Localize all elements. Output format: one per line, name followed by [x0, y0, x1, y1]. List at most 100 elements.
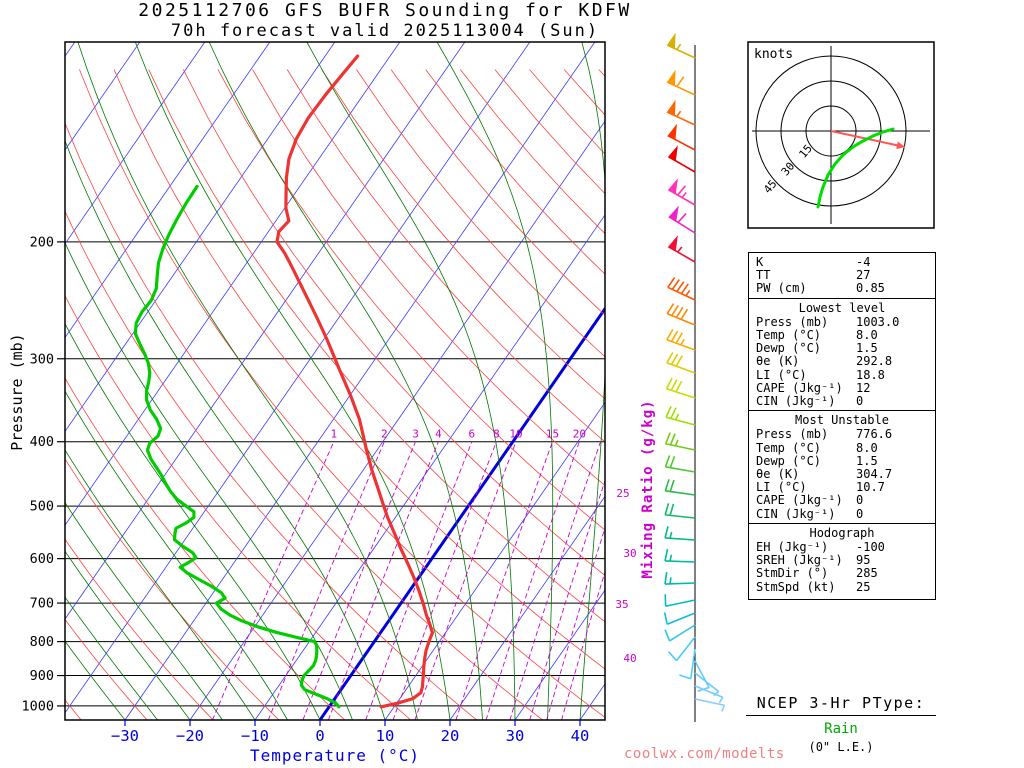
wind-barb: [665, 406, 696, 426]
svg-text:8: 8: [493, 428, 500, 441]
wind-barb: [664, 594, 696, 608]
mixing-ratio-value-labels: 1 2 3 4 6 8 10 15 20 25 30 35 40: [331, 428, 637, 665]
table-section: Most Unstable Press (mb) 776.6 Temp (°C) 8.0…: [749, 410, 935, 523]
table-row: PW (cm) 0.85: [749, 282, 935, 295]
svg-text:6: 6: [469, 428, 476, 441]
svg-text:400: 400: [30, 434, 54, 450]
table-section: Hodograph EH (Jkg⁻¹) -100 SREH (Jkg⁻¹) 95 Stm…: [749, 522, 935, 596]
wind-barb: [667, 235, 696, 263]
svg-text:30: 30: [623, 547, 636, 560]
ptype-amount: (0" L.E.): [808, 740, 874, 754]
table-row: SREH (Jkg⁻¹) 95: [749, 554, 935, 567]
svg-text:800: 800: [30, 634, 54, 650]
wind-barb: [679, 648, 696, 680]
table-row-label: Dewp (°C): [756, 453, 822, 468]
table-row-value: 0: [856, 506, 864, 521]
wind-barb: [664, 549, 696, 563]
svg-text:300: 300: [30, 351, 54, 367]
svg-text:0: 0: [315, 727, 324, 745]
svg-text:200: 200: [30, 234, 54, 250]
table-row-label: PW (cm): [756, 281, 807, 296]
chart-title: 2025112706 GFS BUFR Sounding for KDFW 70…: [65, 0, 705, 41]
table-row: Dewp (°C) 1.5: [749, 342, 935, 355]
svg-text:1: 1: [331, 428, 338, 441]
wind-barb: [666, 351, 696, 374]
table-row-label: CIN (Jkg⁻¹): [756, 506, 836, 521]
table-row-value: 1003.0: [856, 314, 900, 329]
wind-barb: [666, 69, 696, 96]
table-row: Press (mb) 776.6: [749, 428, 935, 441]
svg-text:900: 900: [30, 668, 54, 684]
watermark-text: coolwx.com/modelts: [624, 746, 785, 762]
table-section-header: Hodograph: [809, 525, 875, 540]
table-row-label: CAPE (Jkg⁻¹): [756, 380, 843, 395]
wind-barb: [667, 277, 696, 301]
stability-indices-table: K -4 TT 27 PW (cm) 0.85 Lowest level Press (mb)…: [748, 252, 936, 600]
table-row: Dewp (°C) 1.5: [749, 453, 935, 468]
svg-text:1000: 1000: [21, 698, 54, 714]
table-row-label: Press (mb): [756, 427, 829, 442]
table-row: Temp (°C) 8.0: [749, 328, 935, 343]
table-row: CIN (Jkg⁻¹) 0: [749, 394, 935, 409]
wind-barb: [694, 672, 720, 697]
hodograph-ring-label: 30: [779, 160, 797, 179]
svg-text:2: 2: [381, 428, 388, 441]
svg-text:40: 40: [623, 652, 636, 665]
svg-text:30: 30: [506, 727, 525, 745]
svg-text:4: 4: [435, 428, 442, 441]
table-row-label: StmDir (°): [756, 566, 829, 581]
wind-barb: [667, 636, 696, 662]
table-row-label: θe (K): [756, 354, 800, 369]
table-row-label: θe (K): [756, 467, 800, 482]
svg-text:15: 15: [546, 428, 559, 441]
table-row-label: Temp (°C): [756, 440, 822, 455]
table-row-value: 285: [856, 566, 878, 581]
svg-text:500: 500: [30, 499, 54, 515]
table-row-label: Temp (°C): [756, 328, 822, 343]
table-row-value: 27: [856, 268, 871, 283]
table-row-value: 10.7: [856, 480, 885, 495]
wind-barb: [664, 624, 696, 642]
table-row-value: 8.0: [856, 328, 878, 343]
wind-barb: [667, 123, 696, 151]
table-row-value: 776.6: [856, 427, 893, 442]
mixing-ratio-axis-label: Mixing Ratio (g/kg): [640, 399, 656, 579]
svg-text:20: 20: [441, 727, 460, 745]
table-row: CAPE (Jkg⁻¹) 12: [749, 380, 935, 395]
sounding-profile-lines: [133, 54, 435, 709]
table-row-value: 12: [856, 380, 871, 395]
chart-title-line1: 2025112706 GFS BUFR Sounding for KDFW: [138, 0, 632, 21]
svg-text:600: 600: [30, 551, 54, 567]
table-row-value: 1.5: [856, 341, 878, 356]
table-row-label: CAPE (Jkg⁻¹): [756, 493, 843, 508]
table-row-label: CIN (Jkg⁻¹): [756, 394, 836, 409]
table-section: Lowest level Press (mb) 1003.0 Temp (°C) 8.0…: [749, 297, 935, 411]
svg-text:20: 20: [573, 428, 586, 441]
svg-text:3: 3: [412, 428, 419, 441]
table-row-label: K: [756, 255, 764, 269]
table-row-label: Dewp (°C): [756, 341, 822, 356]
table-row-value: 0: [856, 394, 864, 409]
table-row-value: 0: [856, 493, 864, 508]
hodograph-trace: [816, 127, 895, 209]
table-row-label: LI (°C): [756, 367, 807, 382]
hodograph-units-label: knots: [754, 47, 793, 62]
ptype-title: NCEP 3-Hr PType:: [746, 694, 936, 716]
wind-barb: [667, 178, 696, 206]
ptype-panel: NCEP 3-Hr PType: Rain (0" L.E.): [746, 694, 936, 754]
table-row-value: 18.8: [856, 367, 885, 382]
pressure-axis-label: Pressure (mb): [8, 333, 26, 451]
skewt-background-lines: [65, 42, 605, 720]
wind-barb: [667, 145, 696, 173]
temperature-trace: [275, 54, 435, 709]
wind-barb: [666, 32, 696, 59]
wind-barb: [694, 685, 724, 704]
svg-text:40: 40: [571, 727, 590, 745]
table-row-value: 1.5: [856, 453, 878, 468]
wind-barb: [664, 503, 696, 519]
table-row-value: 292.8: [856, 354, 893, 369]
table-section-header: Lowest level: [798, 300, 886, 315]
